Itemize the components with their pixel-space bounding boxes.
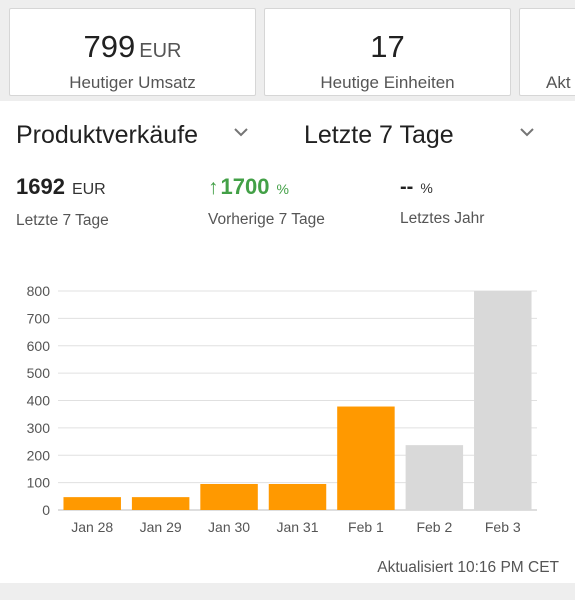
bar-jan-29[interactable] (131, 497, 190, 510)
kpi-card-units-today[interactable]: 17 Heutige Einheiten (264, 8, 511, 96)
stat-current: 1692 EUR Letzte 7 Tage (16, 174, 109, 230)
bar-jan-28[interactable] (63, 497, 121, 510)
stat-unit: EUR (71, 181, 106, 198)
x-tick-label: Jan 30 (208, 519, 250, 535)
stat-number: -- (400, 176, 414, 198)
stat-value: --% (400, 174, 484, 201)
stat-last-year: --% Letztes Jahr (400, 174, 484, 228)
period-dropdown-label: Letzte 7 Tage (304, 120, 454, 149)
y-tick-label: 300 (27, 420, 51, 436)
chevron-down-icon (518, 123, 536, 141)
y-tick-label: 500 (27, 365, 51, 381)
y-tick-label: 100 (27, 475, 51, 491)
kpi-value: 799 EUR (10, 29, 255, 69)
y-tick-label: 700 (27, 310, 51, 326)
stat-unit: % (276, 181, 289, 197)
bar-feb-1[interactable] (337, 406, 395, 510)
x-tick-label: Jan 31 (276, 519, 318, 535)
stat-number: 1692 (16, 174, 65, 199)
kpi-value: 17 (265, 29, 510, 65)
kpi-number: 799 (83, 29, 136, 64)
kpi-label: Akt (546, 73, 571, 92)
period-dropdown[interactable]: Letzte 7 Tage (304, 119, 544, 151)
stat-value: 1692 EUR (16, 174, 109, 203)
metric-dropdown-label: Produktverkäufe (16, 120, 199, 149)
y-tick-label: 0 (42, 502, 50, 518)
bar-feb-3[interactable] (474, 291, 532, 510)
kpi-card-sales-today[interactable]: 799 EUR Heutiger Umsatz (9, 8, 256, 96)
bar-jan-31[interactable] (268, 483, 327, 510)
kpi-number: 17 (370, 29, 405, 64)
kpi-label: Heutige Einheiten (320, 73, 455, 92)
y-tick-label: 600 (27, 338, 51, 354)
kpi-unit: EUR (139, 40, 182, 62)
sales-panel: Produktverkäufe Letzte 7 Tage 1692 EUR Le… (0, 101, 575, 583)
y-tick-label: 800 (27, 283, 51, 299)
kpi-row: 799 EUR Heutiger Umsatz 17 Heutige Einhei… (0, 0, 575, 101)
chevron-down-icon (232, 123, 250, 141)
kpi-label: Heutiger Umsatz (69, 73, 196, 92)
stat-value: ↑ 1700% (208, 174, 325, 202)
sales-bar-chart: 0 100 200 300 400 500 600 700 800 Jan 28 Jan 29 Jan… (27, 283, 537, 535)
x-tick-label: Jan 29 (140, 519, 182, 535)
metric-dropdown[interactable]: Produktverkäufe (16, 119, 256, 151)
y-tick-label: 200 (27, 447, 51, 463)
stat-unit: % (420, 180, 433, 196)
stat-number: 1700 (220, 174, 270, 199)
arrow-up-icon: ↑ (208, 176, 219, 199)
bottom-strip (0, 583, 575, 600)
stat-previous: ↑ 1700% Vorherige 7 Tage (208, 174, 325, 229)
bar-jan-30[interactable] (200, 483, 258, 510)
x-tick-label: Feb 2 (416, 519, 452, 535)
stat-label: Letztes Jahr (400, 210, 485, 227)
x-tick-label: Feb 3 (485, 519, 521, 535)
last-updated-text: Aktualisiert 10:16 PM CET (377, 559, 559, 576)
x-tick-label: Jan 28 (71, 519, 113, 535)
y-tick-label: 400 (27, 393, 51, 409)
bar-feb-2[interactable] (405, 445, 464, 510)
x-tick-label: Feb 1 (348, 519, 384, 535)
kpi-card-partial[interactable]: Akt (519, 8, 575, 96)
stat-label: Letzte 7 Tage (16, 212, 109, 229)
stat-label: Vorherige 7 Tage (208, 211, 325, 228)
